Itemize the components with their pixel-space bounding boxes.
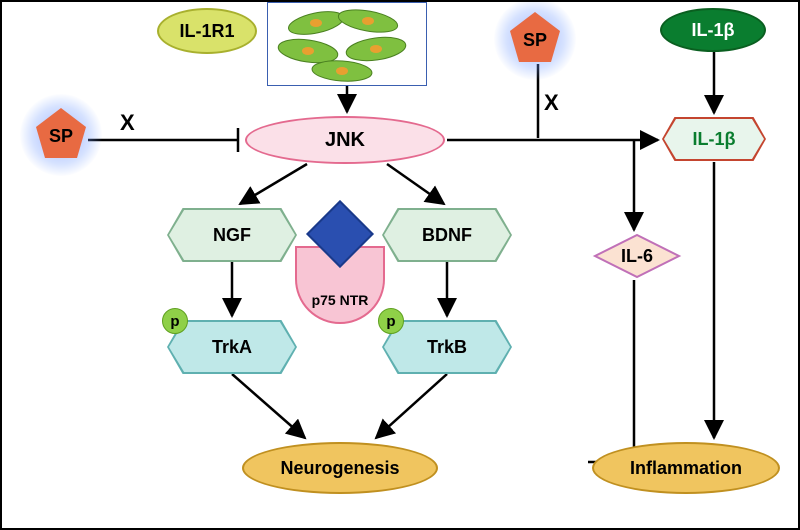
- neuro-label: Neurogenesis: [280, 458, 399, 479]
- p-circle-2: p: [378, 308, 404, 334]
- node-il1b-green: IL-1β: [660, 8, 766, 52]
- node-neurogenesis: Neurogenesis: [242, 442, 438, 494]
- trkb-label: TrkB: [427, 337, 467, 358]
- node-il6: IL-6: [577, 233, 697, 279]
- node-jnk: JNK: [245, 116, 445, 164]
- il6-label: IL-6: [621, 246, 653, 267]
- inflam-label: Inflammation: [630, 458, 742, 479]
- il1r1-label: IL-1R1: [179, 21, 234, 42]
- p-circle-1: p: [162, 308, 188, 334]
- il1b-green-label: IL-1β: [692, 20, 735, 41]
- p1-label: p: [170, 313, 179, 330]
- bdnf-label: BDNF: [422, 225, 472, 246]
- diagram-canvas: IL-1R1 SP SP JNK NGF BDNF p75 NTR TrkA: [0, 0, 800, 530]
- node-trka-outer: TrkA: [167, 320, 297, 374]
- x-mark-2-label: X: [544, 90, 559, 115]
- node-bdnf-outer: BDNF: [382, 208, 512, 262]
- ngf-label: NGF: [213, 225, 251, 246]
- jnk-label: JNK: [325, 129, 365, 152]
- cells-icon: [268, 3, 428, 87]
- trka-label: TrkA: [212, 337, 252, 358]
- node-il1b-outline: IL-1β: [662, 117, 766, 161]
- node-ngf-outer: NGF: [167, 208, 297, 262]
- p2-label: p: [386, 313, 395, 330]
- sp1-label: SP: [49, 126, 73, 147]
- node-inflammation: Inflammation: [592, 442, 780, 494]
- x-mark-2: X: [544, 90, 559, 116]
- il1b-outline-label: IL-1β: [693, 129, 736, 150]
- node-il1r1: IL-1R1: [157, 8, 257, 54]
- x-mark-1: X: [120, 110, 135, 136]
- sp2-label: SP: [523, 30, 547, 51]
- p75-label: p75 NTR: [312, 292, 369, 308]
- x-mark-1-label: X: [120, 110, 135, 135]
- cell-culture-box: [267, 2, 427, 86]
